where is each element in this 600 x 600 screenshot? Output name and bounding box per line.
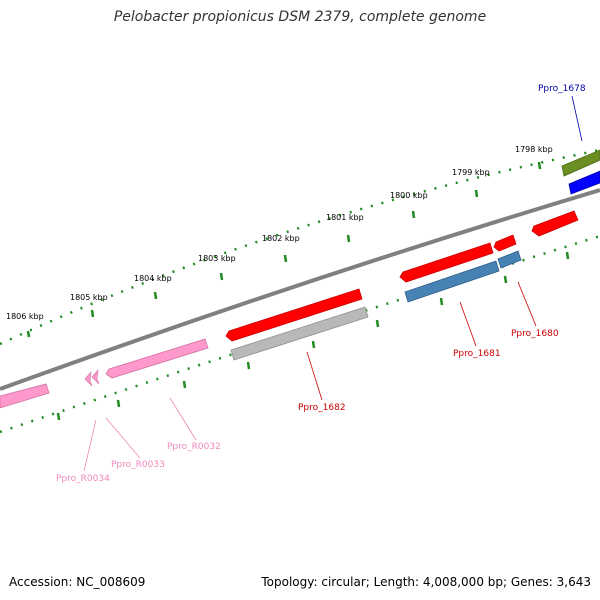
gene-red-far-right[interactable] bbox=[531, 210, 579, 237]
leader-ppro-1682 bbox=[306, 351, 323, 401]
kbp-label-1802: 1802 kbp bbox=[262, 234, 300, 243]
leader-ppro-1678 bbox=[571, 95, 583, 142]
leader-ppro-r0034 bbox=[83, 419, 97, 472]
label-ppro-r0032: Ppro_R0032 bbox=[167, 442, 221, 452]
topology-text: Topology: circular; Length: 4,008,000 bp… bbox=[261, 575, 591, 589]
inner-major-ticks bbox=[56, 251, 570, 421]
kbp-label-1806: 1806 kbp bbox=[6, 312, 44, 321]
leader-ppro-r0032 bbox=[169, 397, 197, 441]
gene-ppro-r0034[interactable] bbox=[84, 371, 93, 387]
gene-ppro-r0033[interactable] bbox=[91, 369, 100, 385]
kbp-label-1805: 1805 kbp bbox=[70, 293, 108, 302]
genome-backbone bbox=[0, 188, 600, 391]
gene-ppro-r0032[interactable] bbox=[105, 338, 209, 379]
gene-steelblue-long[interactable] bbox=[404, 260, 500, 303]
inner-tick-ring bbox=[0, 234, 600, 434]
outer-tick-ring bbox=[0, 148, 600, 346]
kbp-label-1799: 1799 kbp bbox=[452, 168, 490, 177]
gene-ppro-1682[interactable] bbox=[225, 288, 363, 342]
kbp-label-1800: 1800 kbp bbox=[390, 191, 428, 200]
leader-ppro-r0033 bbox=[105, 417, 141, 459]
outer-major-ticks bbox=[26, 161, 542, 338]
kbp-label-1804: 1804 kbp bbox=[134, 274, 172, 283]
leader-ppro-1680 bbox=[517, 281, 537, 327]
label-ppro-1682: Ppro_1682 bbox=[298, 403, 346, 413]
gene-pink-left[interactable] bbox=[0, 383, 50, 409]
kbp-label-1798: 1798 kbp bbox=[515, 145, 553, 154]
label-ppro-1678: Ppro_1678 bbox=[538, 84, 586, 94]
gene-gray[interactable] bbox=[230, 306, 369, 361]
leader-ppro-1681 bbox=[459, 301, 477, 347]
label-ppro-r0034: Ppro_R0034 bbox=[56, 474, 110, 484]
label-ppro-1680: Ppro_1680 bbox=[511, 329, 559, 339]
kbp-label-1801: 1801 kbp bbox=[326, 213, 364, 222]
kbp-label-1803: 1803 kbp bbox=[198, 254, 236, 263]
accession-text: Accession: NC_008609 bbox=[9, 575, 146, 589]
gene-olive-right[interactable] bbox=[561, 149, 600, 177]
gene-ppro-1681[interactable] bbox=[399, 242, 494, 283]
gene-ppro-1678[interactable] bbox=[568, 170, 600, 195]
gene-steelblue-small[interactable] bbox=[497, 250, 522, 269]
map-title: Pelobacter propionicus DSM 2379, complet… bbox=[113, 9, 487, 25]
label-ppro-r0033: Ppro_R0033 bbox=[111, 460, 165, 470]
label-ppro-1681: Ppro_1681 bbox=[453, 349, 501, 359]
gene-ppro-1680[interactable] bbox=[493, 234, 517, 252]
